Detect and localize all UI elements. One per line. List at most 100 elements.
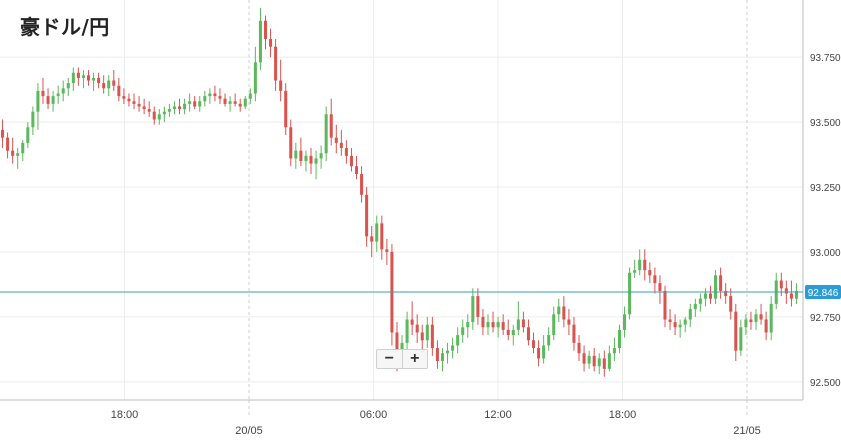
candle-body bbox=[223, 98, 227, 104]
candle-body bbox=[511, 329, 515, 336]
candle-body bbox=[602, 358, 606, 369]
candle-body bbox=[21, 142, 25, 154]
candle-body bbox=[587, 355, 591, 364]
zoom-out-button[interactable]: − bbox=[384, 350, 394, 367]
candle-body bbox=[127, 98, 131, 102]
candle-body bbox=[319, 153, 323, 159]
candle-body bbox=[451, 345, 455, 351]
candle-body bbox=[683, 319, 687, 325]
candle-body bbox=[279, 80, 283, 91]
candle-body bbox=[496, 322, 500, 328]
candle-body bbox=[198, 101, 202, 107]
candle-body bbox=[405, 319, 409, 343]
candle-body bbox=[233, 101, 237, 104]
candle-body bbox=[238, 103, 242, 107]
candle-body bbox=[208, 93, 212, 97]
candle-body bbox=[284, 90, 288, 128]
candle-body bbox=[708, 293, 713, 299]
candle-body bbox=[739, 327, 743, 351]
candle-body bbox=[491, 322, 495, 328]
candle-body bbox=[744, 319, 748, 328]
candle-body bbox=[41, 90, 45, 97]
candle-body bbox=[56, 93, 60, 97]
y-tick-label: 93.250 bbox=[810, 183, 841, 194]
y-tick-label: 93.000 bbox=[810, 248, 841, 259]
candle-body bbox=[117, 85, 121, 97]
candle-body bbox=[435, 348, 439, 362]
candle-body bbox=[446, 350, 450, 354]
candle-body bbox=[501, 322, 505, 330]
candle-body bbox=[1, 129, 5, 138]
candle-body bbox=[784, 288, 788, 294]
candle-body bbox=[344, 148, 348, 156]
candle-body bbox=[86, 75, 91, 81]
candle-body bbox=[552, 314, 556, 336]
candle-body bbox=[349, 155, 353, 167]
candle-body bbox=[385, 249, 389, 252]
candle-body bbox=[466, 322, 470, 328]
candle-body bbox=[653, 275, 657, 284]
candle-body bbox=[648, 270, 652, 276]
candle-body bbox=[719, 275, 723, 291]
candle-body bbox=[218, 96, 222, 99]
candle-body bbox=[31, 111, 35, 128]
candle-body bbox=[693, 303, 697, 310]
candle-body bbox=[638, 259, 642, 271]
candle-body bbox=[673, 322, 677, 328]
candle-body bbox=[289, 127, 293, 159]
candle-body bbox=[749, 319, 753, 323]
candle-body bbox=[167, 109, 171, 112]
candle-body bbox=[456, 335, 460, 346]
candle-body bbox=[557, 306, 561, 315]
candle-body bbox=[425, 324, 429, 341]
candle-body bbox=[26, 127, 30, 143]
candle-body bbox=[668, 319, 672, 323]
candle-body bbox=[537, 348, 541, 359]
candle-body bbox=[61, 88, 65, 94]
candle-body bbox=[486, 322, 490, 328]
candle-body bbox=[147, 109, 151, 112]
candle-body bbox=[734, 311, 738, 351]
candle-body bbox=[375, 223, 379, 242]
candle-body bbox=[274, 46, 278, 81]
candle-body bbox=[521, 319, 525, 328]
candle-body bbox=[152, 111, 156, 120]
candle-body bbox=[183, 103, 187, 110]
candle-body bbox=[380, 223, 384, 250]
candle-body bbox=[678, 324, 682, 328]
candle-body bbox=[623, 314, 627, 330]
candle-body bbox=[172, 106, 176, 110]
x-tick-label: 12:00 bbox=[484, 409, 512, 421]
candle-body bbox=[415, 324, 419, 333]
candle-body bbox=[365, 194, 369, 237]
candle-body bbox=[769, 303, 773, 333]
candle-body bbox=[122, 96, 126, 99]
candle-body bbox=[754, 314, 758, 323]
candle-body bbox=[471, 296, 475, 323]
candle-body bbox=[51, 96, 55, 104]
candle-body bbox=[794, 290, 798, 299]
candle-body bbox=[46, 96, 50, 104]
candle-body bbox=[294, 150, 298, 159]
candle-body bbox=[764, 319, 768, 333]
candle-body bbox=[178, 106, 182, 110]
y-tick-label: 93.500 bbox=[810, 118, 841, 129]
candle-body bbox=[698, 298, 702, 304]
zoom-in-button[interactable]: + bbox=[401, 350, 428, 368]
candle-body bbox=[567, 319, 571, 325]
candle-body bbox=[779, 280, 783, 289]
candle-body bbox=[703, 293, 707, 299]
y-tick-label: 92.500 bbox=[810, 378, 841, 389]
candle-body bbox=[36, 90, 40, 112]
current-price-label: 92.846 bbox=[808, 288, 839, 299]
candle-body bbox=[213, 93, 217, 97]
candle-body bbox=[162, 111, 166, 115]
candle-body bbox=[658, 283, 662, 291]
candle-body bbox=[324, 114, 328, 154]
candle-body bbox=[309, 155, 313, 164]
candle-body bbox=[6, 137, 10, 151]
candle-body bbox=[516, 319, 520, 330]
candle-body bbox=[395, 332, 399, 359]
candle-body bbox=[258, 20, 262, 63]
